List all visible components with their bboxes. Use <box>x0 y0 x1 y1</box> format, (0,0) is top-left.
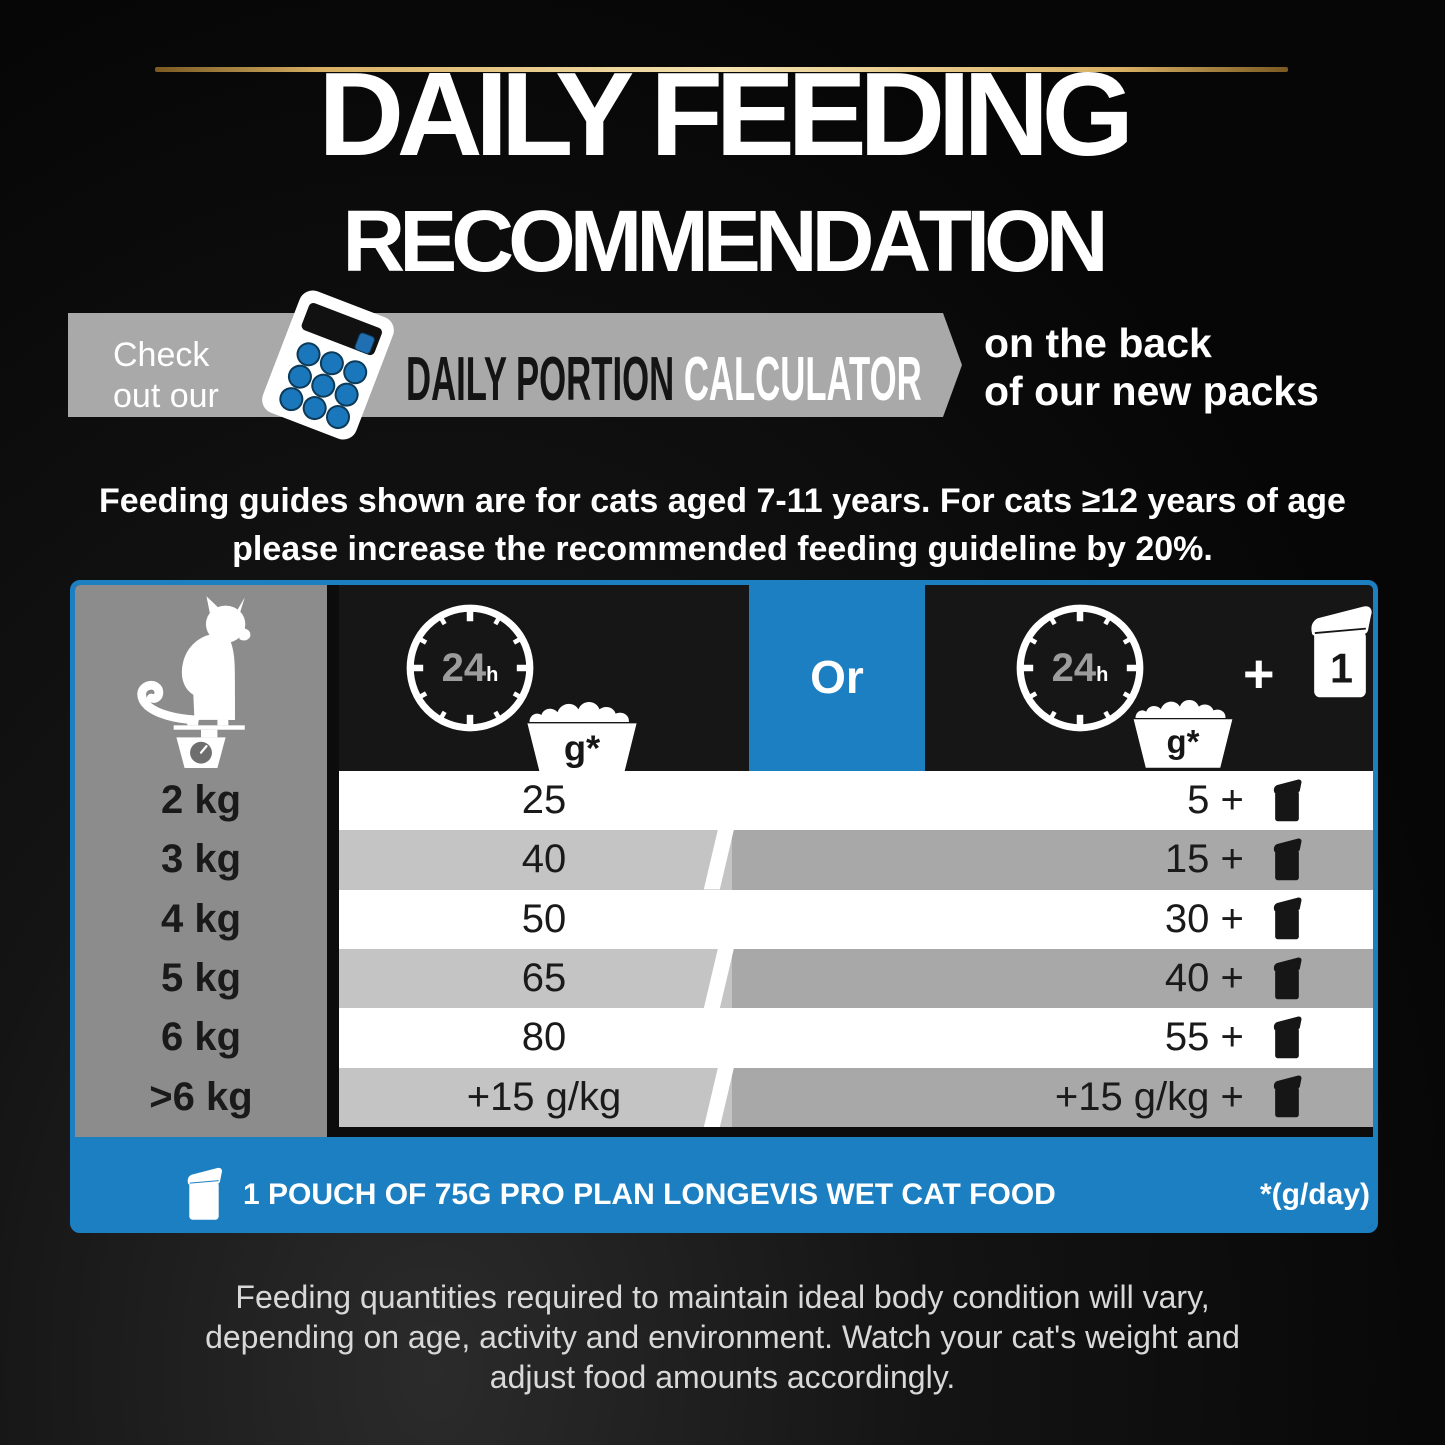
svg-text:g*: g* <box>564 728 601 769</box>
svg-text:g*: g* <box>1167 723 1200 760</box>
svg-text:1: 1 <box>1330 646 1353 692</box>
